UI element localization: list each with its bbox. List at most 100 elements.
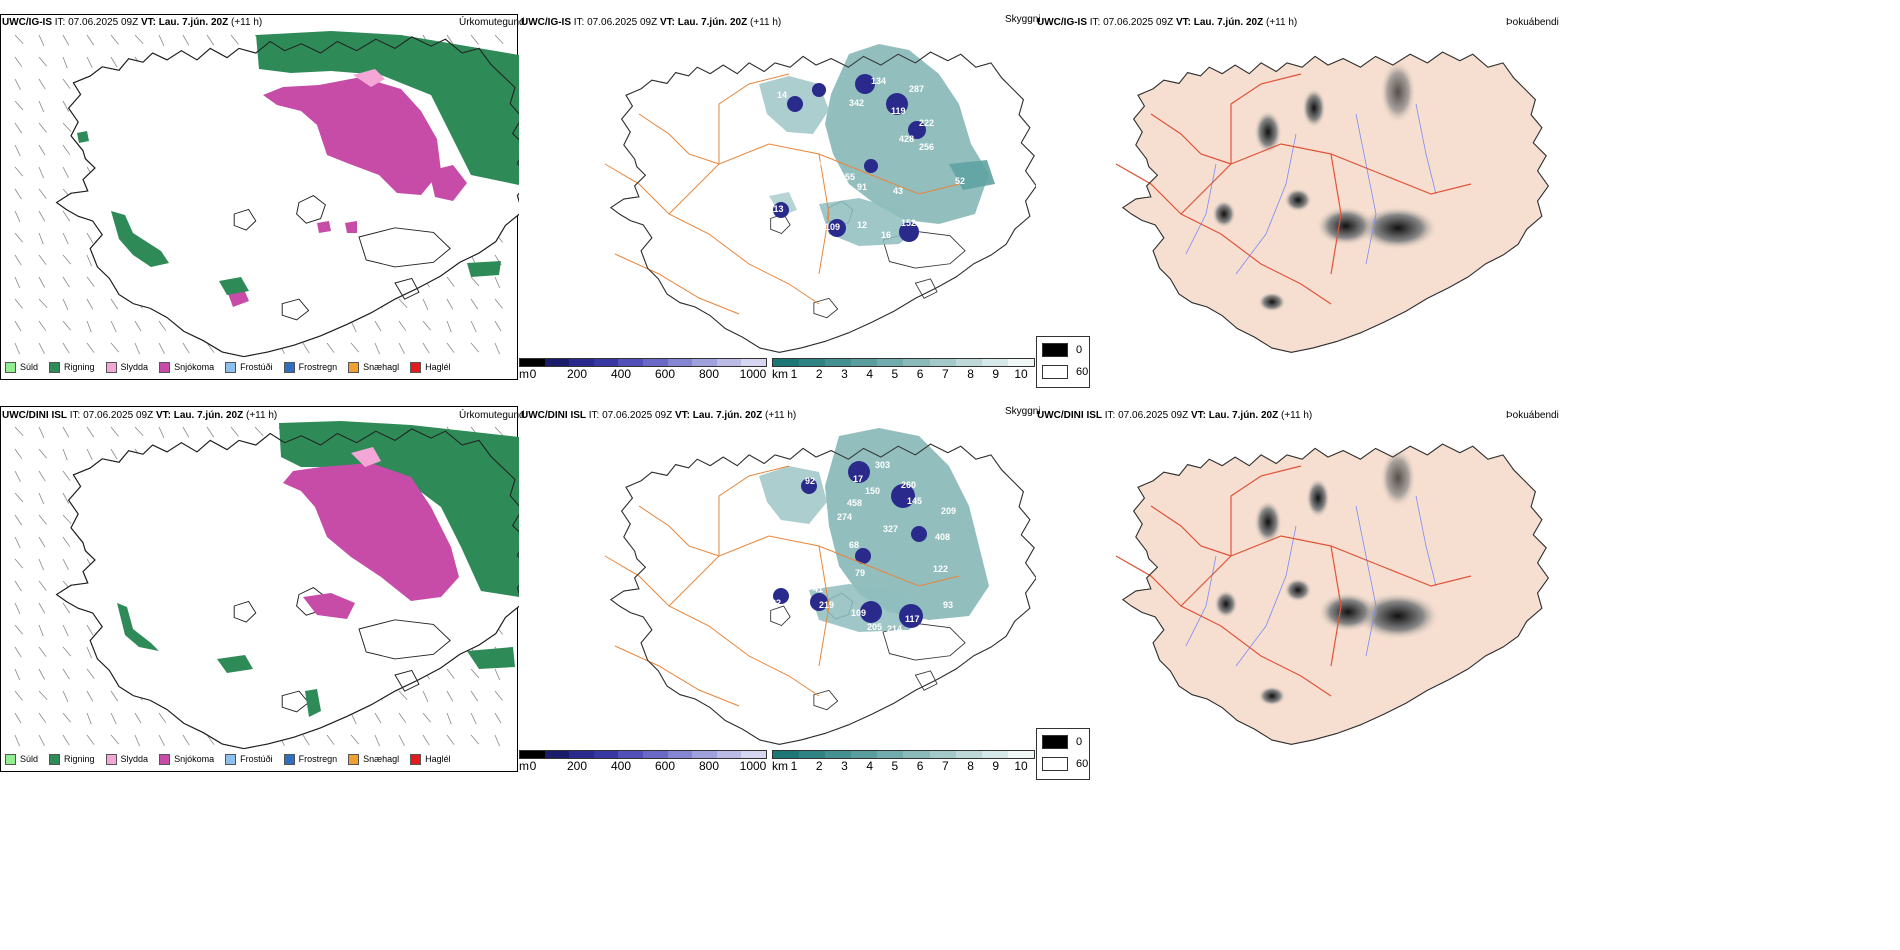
colorbar-tick: 6 (916, 759, 924, 773)
cloud-base-label: 327 (883, 524, 898, 534)
fog-legend-item: 60 (1042, 757, 1088, 771)
rain-region (219, 277, 249, 295)
road-network (604, 465, 960, 707)
wind-barb (38, 34, 45, 47)
wind-barb (86, 426, 95, 438)
wind-barb (14, 34, 24, 45)
wind-barb (62, 690, 69, 703)
wind-barb (134, 320, 142, 332)
colorbar-tick: 7 (941, 367, 949, 381)
colorbar-unit: km (772, 367, 788, 381)
wind-barb (86, 646, 92, 659)
fog-legend-label: 60 (1076, 758, 1089, 770)
wind-barb (350, 320, 357, 332)
wind-barb (38, 602, 46, 614)
fog-indicator-panel-row1 (1036, 14, 1556, 380)
wind-barb (398, 342, 405, 354)
colorbar-tick: 10 (1014, 759, 1028, 773)
wind-barb (14, 712, 22, 724)
legend-item: Snæhagl (348, 753, 399, 765)
cloud-base-label: 17 (853, 474, 863, 484)
wind-barb (494, 690, 503, 701)
legend-item: Frostregn (283, 753, 337, 765)
wind-barb (14, 492, 24, 503)
title-precip-type-row1: Úrkomutegund (459, 17, 525, 28)
wind-barb (86, 298, 94, 310)
wind-barb (446, 320, 452, 333)
sleet-region (353, 69, 385, 87)
rain-region (111, 211, 169, 267)
wind-barb (86, 624, 94, 636)
cloud-base-label: 60 (815, 158, 825, 168)
road-network (604, 73, 960, 315)
wind-barb (38, 276, 46, 288)
wind-barb (470, 298, 479, 310)
legend-label: Frostúði (240, 362, 273, 372)
wind-barb (134, 342, 140, 355)
wind-barb (38, 166, 44, 179)
wind-barb (14, 514, 23, 526)
wind-barb (86, 56, 93, 68)
wind-barb (38, 188, 47, 199)
wind-barb (62, 78, 71, 89)
wind-barb (14, 298, 23, 309)
legend-item: Snjókoma (159, 361, 214, 373)
colorbar-tick: 400 (610, 759, 632, 773)
wind-barb (326, 342, 335, 353)
wind-barb (14, 210, 21, 223)
wind-barb (14, 536, 21, 548)
legend-item: Snjókoma (159, 753, 214, 765)
snow-region (317, 221, 331, 233)
wind-barb (398, 320, 407, 332)
wind-barb (62, 668, 70, 680)
colorbar-tick: 8 (967, 367, 974, 381)
header-left-row2: UWC/DINI ISL IT: 07.06.2025 09Z VT: Lau.… (2, 410, 278, 421)
wind-barb (14, 426, 24, 437)
rain-region (77, 131, 89, 143)
fog-colorbar-row2: 0 60 (1036, 728, 1090, 780)
snow-region (345, 221, 357, 233)
wind-barb (446, 668, 455, 679)
wind-barb (38, 646, 47, 657)
legend-item: Frostúði (225, 361, 273, 373)
wind-barb (38, 122, 47, 133)
wind-barb (62, 624, 69, 636)
legend-label: Frostregn (298, 362, 338, 372)
fog-legend-swatch (1042, 757, 1068, 771)
snow-region (283, 463, 459, 601)
wind-barb (110, 426, 119, 437)
fog-legend-item: 60 (1042, 365, 1088, 379)
wind-barb (14, 56, 23, 68)
colorbar-tick: 5 (891, 367, 899, 381)
wind-barb (14, 646, 22, 658)
wind-barb (206, 34, 215, 46)
wind-barb (38, 320, 47, 332)
wind-barb (38, 254, 47, 265)
wind-barb (14, 470, 21, 482)
cloud-base-label: 41 (813, 584, 823, 594)
wind-barb (86, 342, 95, 353)
wind-barb (350, 342, 360, 353)
colorbar-tick: 6 (916, 367, 924, 381)
wind-barb (494, 34, 504, 45)
wind-barb (62, 426, 70, 438)
cloud-base-label: 219 (819, 600, 834, 610)
fog-legend-label: 60 (1076, 366, 1089, 378)
wind-barb (470, 342, 480, 353)
colorbar-tick: 1 (790, 759, 798, 773)
wind-barb (422, 690, 429, 703)
wind-barb (182, 34, 190, 46)
fog-colorbar-row1: 0 60 (1036, 336, 1090, 388)
wind-barb (62, 34, 70, 46)
cloud-base-label: 122 (933, 564, 948, 574)
wind-barb (62, 56, 68, 69)
wind-barb (86, 320, 92, 333)
river-network (1185, 103, 1437, 275)
wind-barb (494, 734, 500, 747)
wind-barb (62, 536, 71, 548)
cloud-base-label: 214 (887, 624, 902, 634)
colorbar-tick: 1000 (739, 367, 767, 381)
legend-label: Rigning (64, 362, 95, 372)
wind-barb (446, 298, 454, 310)
wind-barb (446, 342, 455, 353)
